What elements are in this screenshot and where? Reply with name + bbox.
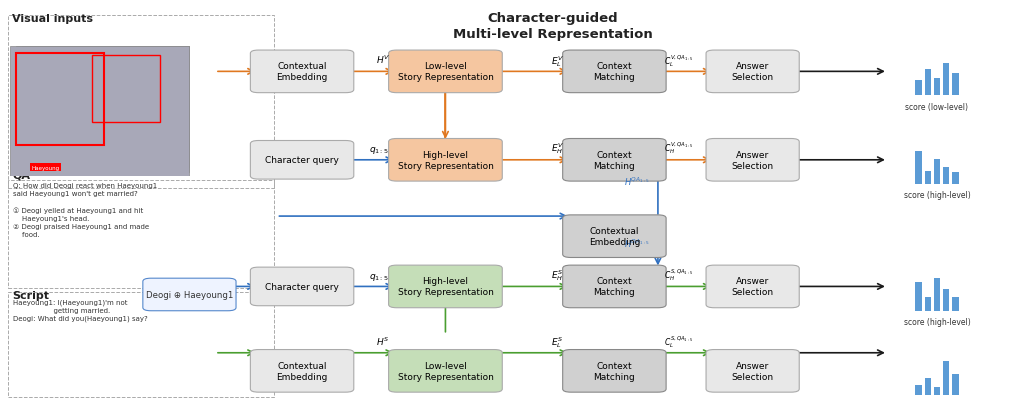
Bar — [915, 81, 922, 96]
Text: Answer
Selection: Answer Selection — [731, 150, 774, 170]
Bar — [925, 69, 931, 96]
FancyBboxPatch shape — [250, 350, 354, 392]
Text: $C_H^{V,QA_{1:5}}$: $C_H^{V,QA_{1:5}}$ — [664, 140, 693, 156]
Text: $H^S$: $H^S$ — [376, 334, 389, 347]
Bar — [943, 167, 949, 184]
Bar — [952, 173, 958, 184]
Text: $H^{QA_{1:5}}$: $H^{QA_{1:5}}$ — [624, 175, 649, 188]
Text: Contextual
Embedding: Contextual Embedding — [276, 361, 328, 381]
Text: $q_{1:5}$: $q_{1:5}$ — [369, 145, 388, 156]
FancyBboxPatch shape — [10, 47, 189, 176]
Bar — [925, 171, 931, 184]
FancyBboxPatch shape — [707, 350, 799, 392]
FancyBboxPatch shape — [250, 267, 354, 306]
Text: Deogi ⊕ Haeyoung1: Deogi ⊕ Haeyoung1 — [145, 290, 233, 299]
Bar — [943, 290, 949, 311]
FancyBboxPatch shape — [389, 350, 502, 392]
Bar — [915, 282, 922, 311]
Text: $E_L^S$: $E_L^S$ — [551, 334, 563, 349]
FancyBboxPatch shape — [563, 265, 666, 308]
Text: $E_L^V$: $E_L^V$ — [551, 54, 564, 69]
Bar — [92, 56, 160, 123]
Text: $H^V$: $H^V$ — [376, 54, 390, 66]
Text: Context
Matching: Context Matching — [594, 150, 635, 170]
FancyBboxPatch shape — [389, 139, 502, 182]
Bar — [934, 160, 940, 184]
Text: $q_{1:5}$: $q_{1:5}$ — [369, 271, 388, 282]
Text: Q: How did Deogi react when Haeyoung1
said Haeyoung1 won't get married?

① Deogi: Q: How did Deogi react when Haeyoung1 sa… — [13, 182, 158, 237]
Text: Contextual
Embedding: Contextual Embedding — [276, 62, 328, 82]
FancyBboxPatch shape — [22, 47, 189, 168]
Bar — [943, 360, 949, 395]
Text: Context
Matching: Context Matching — [594, 62, 635, 82]
FancyBboxPatch shape — [250, 141, 354, 180]
FancyBboxPatch shape — [389, 265, 502, 308]
FancyBboxPatch shape — [16, 47, 189, 172]
FancyBboxPatch shape — [707, 265, 799, 308]
Text: Haeyoung1: I(Haeyoung1)'m not
                  getting married.
Deogi: What did: Haeyoung1: I(Haeyoung1)'m not getting ma… — [13, 299, 148, 322]
Text: $C_H^{S,QA_{1:5}}$: $C_H^{S,QA_{1:5}}$ — [664, 267, 692, 282]
Text: Answer
Selection: Answer Selection — [731, 361, 774, 381]
Text: score (high-level): score (high-level) — [903, 317, 971, 326]
Text: High-level
Story Representation: High-level Story Representation — [397, 150, 494, 170]
FancyBboxPatch shape — [142, 278, 236, 311]
Text: score (low-level): score (low-level) — [905, 102, 969, 111]
Bar — [16, 55, 103, 146]
Text: $C_L^{V,QA_{1:5}}$: $C_L^{V,QA_{1:5}}$ — [664, 53, 693, 69]
Text: $E_H^S$: $E_H^S$ — [551, 267, 563, 282]
Text: Answer
Selection: Answer Selection — [731, 62, 774, 82]
Text: $H^{QA_{1:5}}$: $H^{QA_{1:5}}$ — [624, 237, 649, 249]
Text: Answer
Selection: Answer Selection — [731, 277, 774, 297]
Bar — [934, 387, 940, 395]
Text: Contextual
Embedding: Contextual Embedding — [589, 227, 640, 247]
Text: Low-level
Story Representation: Low-level Story Representation — [397, 62, 494, 82]
Bar — [943, 64, 949, 96]
Text: Haeyoung: Haeyoung — [32, 166, 59, 170]
FancyBboxPatch shape — [389, 51, 502, 93]
Text: High-level
Story Representation: High-level Story Representation — [397, 277, 494, 297]
Text: $C_L^{S,QA_{1:5}}$: $C_L^{S,QA_{1:5}}$ — [664, 334, 692, 349]
Text: Context
Matching: Context Matching — [594, 361, 635, 381]
Text: Character query: Character query — [265, 282, 339, 291]
Text: Context
Matching: Context Matching — [594, 277, 635, 297]
Bar — [915, 385, 922, 395]
FancyBboxPatch shape — [563, 139, 666, 182]
FancyBboxPatch shape — [563, 350, 666, 392]
Bar — [925, 298, 931, 311]
Bar — [952, 73, 958, 96]
Bar — [925, 378, 931, 395]
Text: Low-level
Story Representation: Low-level Story Representation — [397, 361, 494, 381]
Bar — [952, 374, 958, 395]
FancyBboxPatch shape — [707, 139, 799, 182]
Text: score (high-level): score (high-level) — [903, 190, 971, 199]
FancyBboxPatch shape — [563, 215, 666, 258]
Text: Script: Script — [12, 291, 49, 301]
Text: Character-guided
Multi-level Representation: Character-guided Multi-level Representat… — [453, 12, 653, 41]
Bar — [934, 79, 940, 96]
Text: Character query: Character query — [265, 156, 339, 165]
Bar — [934, 278, 940, 311]
Text: $E_H^V$: $E_H^V$ — [551, 141, 564, 156]
Bar — [952, 298, 958, 311]
FancyBboxPatch shape — [563, 51, 666, 93]
Text: QA: QA — [12, 170, 31, 180]
Bar — [915, 152, 922, 184]
FancyBboxPatch shape — [250, 51, 354, 93]
Text: Visual inputs: Visual inputs — [12, 14, 93, 24]
FancyBboxPatch shape — [707, 51, 799, 93]
